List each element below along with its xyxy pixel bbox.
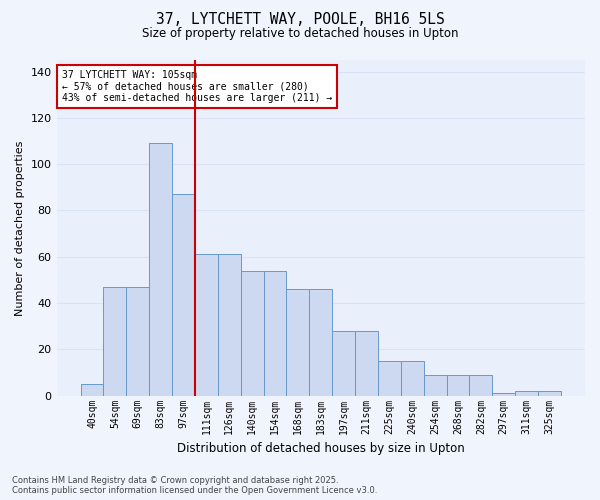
Text: 37, LYTCHETT WAY, POOLE, BH16 5LS: 37, LYTCHETT WAY, POOLE, BH16 5LS <box>155 12 445 28</box>
Bar <box>538 391 561 396</box>
Bar <box>103 287 127 396</box>
Bar <box>378 361 401 396</box>
Bar <box>493 394 515 396</box>
Bar <box>446 375 469 396</box>
Text: 37 LYTCHETT WAY: 105sqm
← 57% of detached houses are smaller (280)
43% of semi-d: 37 LYTCHETT WAY: 105sqm ← 57% of detache… <box>62 70 332 103</box>
Bar <box>515 391 538 396</box>
Bar <box>218 254 241 396</box>
Bar <box>332 331 355 396</box>
Bar <box>149 144 172 396</box>
Bar <box>195 254 218 396</box>
Text: Contains HM Land Registry data © Crown copyright and database right 2025.
Contai: Contains HM Land Registry data © Crown c… <box>12 476 377 495</box>
Bar <box>263 270 286 396</box>
Bar <box>241 270 263 396</box>
Bar <box>469 375 493 396</box>
Bar <box>424 375 446 396</box>
Bar <box>286 289 310 396</box>
Bar <box>355 331 378 396</box>
Bar <box>401 361 424 396</box>
X-axis label: Distribution of detached houses by size in Upton: Distribution of detached houses by size … <box>177 442 464 455</box>
Bar <box>127 287 149 396</box>
Text: Size of property relative to detached houses in Upton: Size of property relative to detached ho… <box>142 28 458 40</box>
Bar <box>80 384 103 396</box>
Y-axis label: Number of detached properties: Number of detached properties <box>15 140 25 316</box>
Bar <box>310 289 332 396</box>
Bar <box>172 194 195 396</box>
